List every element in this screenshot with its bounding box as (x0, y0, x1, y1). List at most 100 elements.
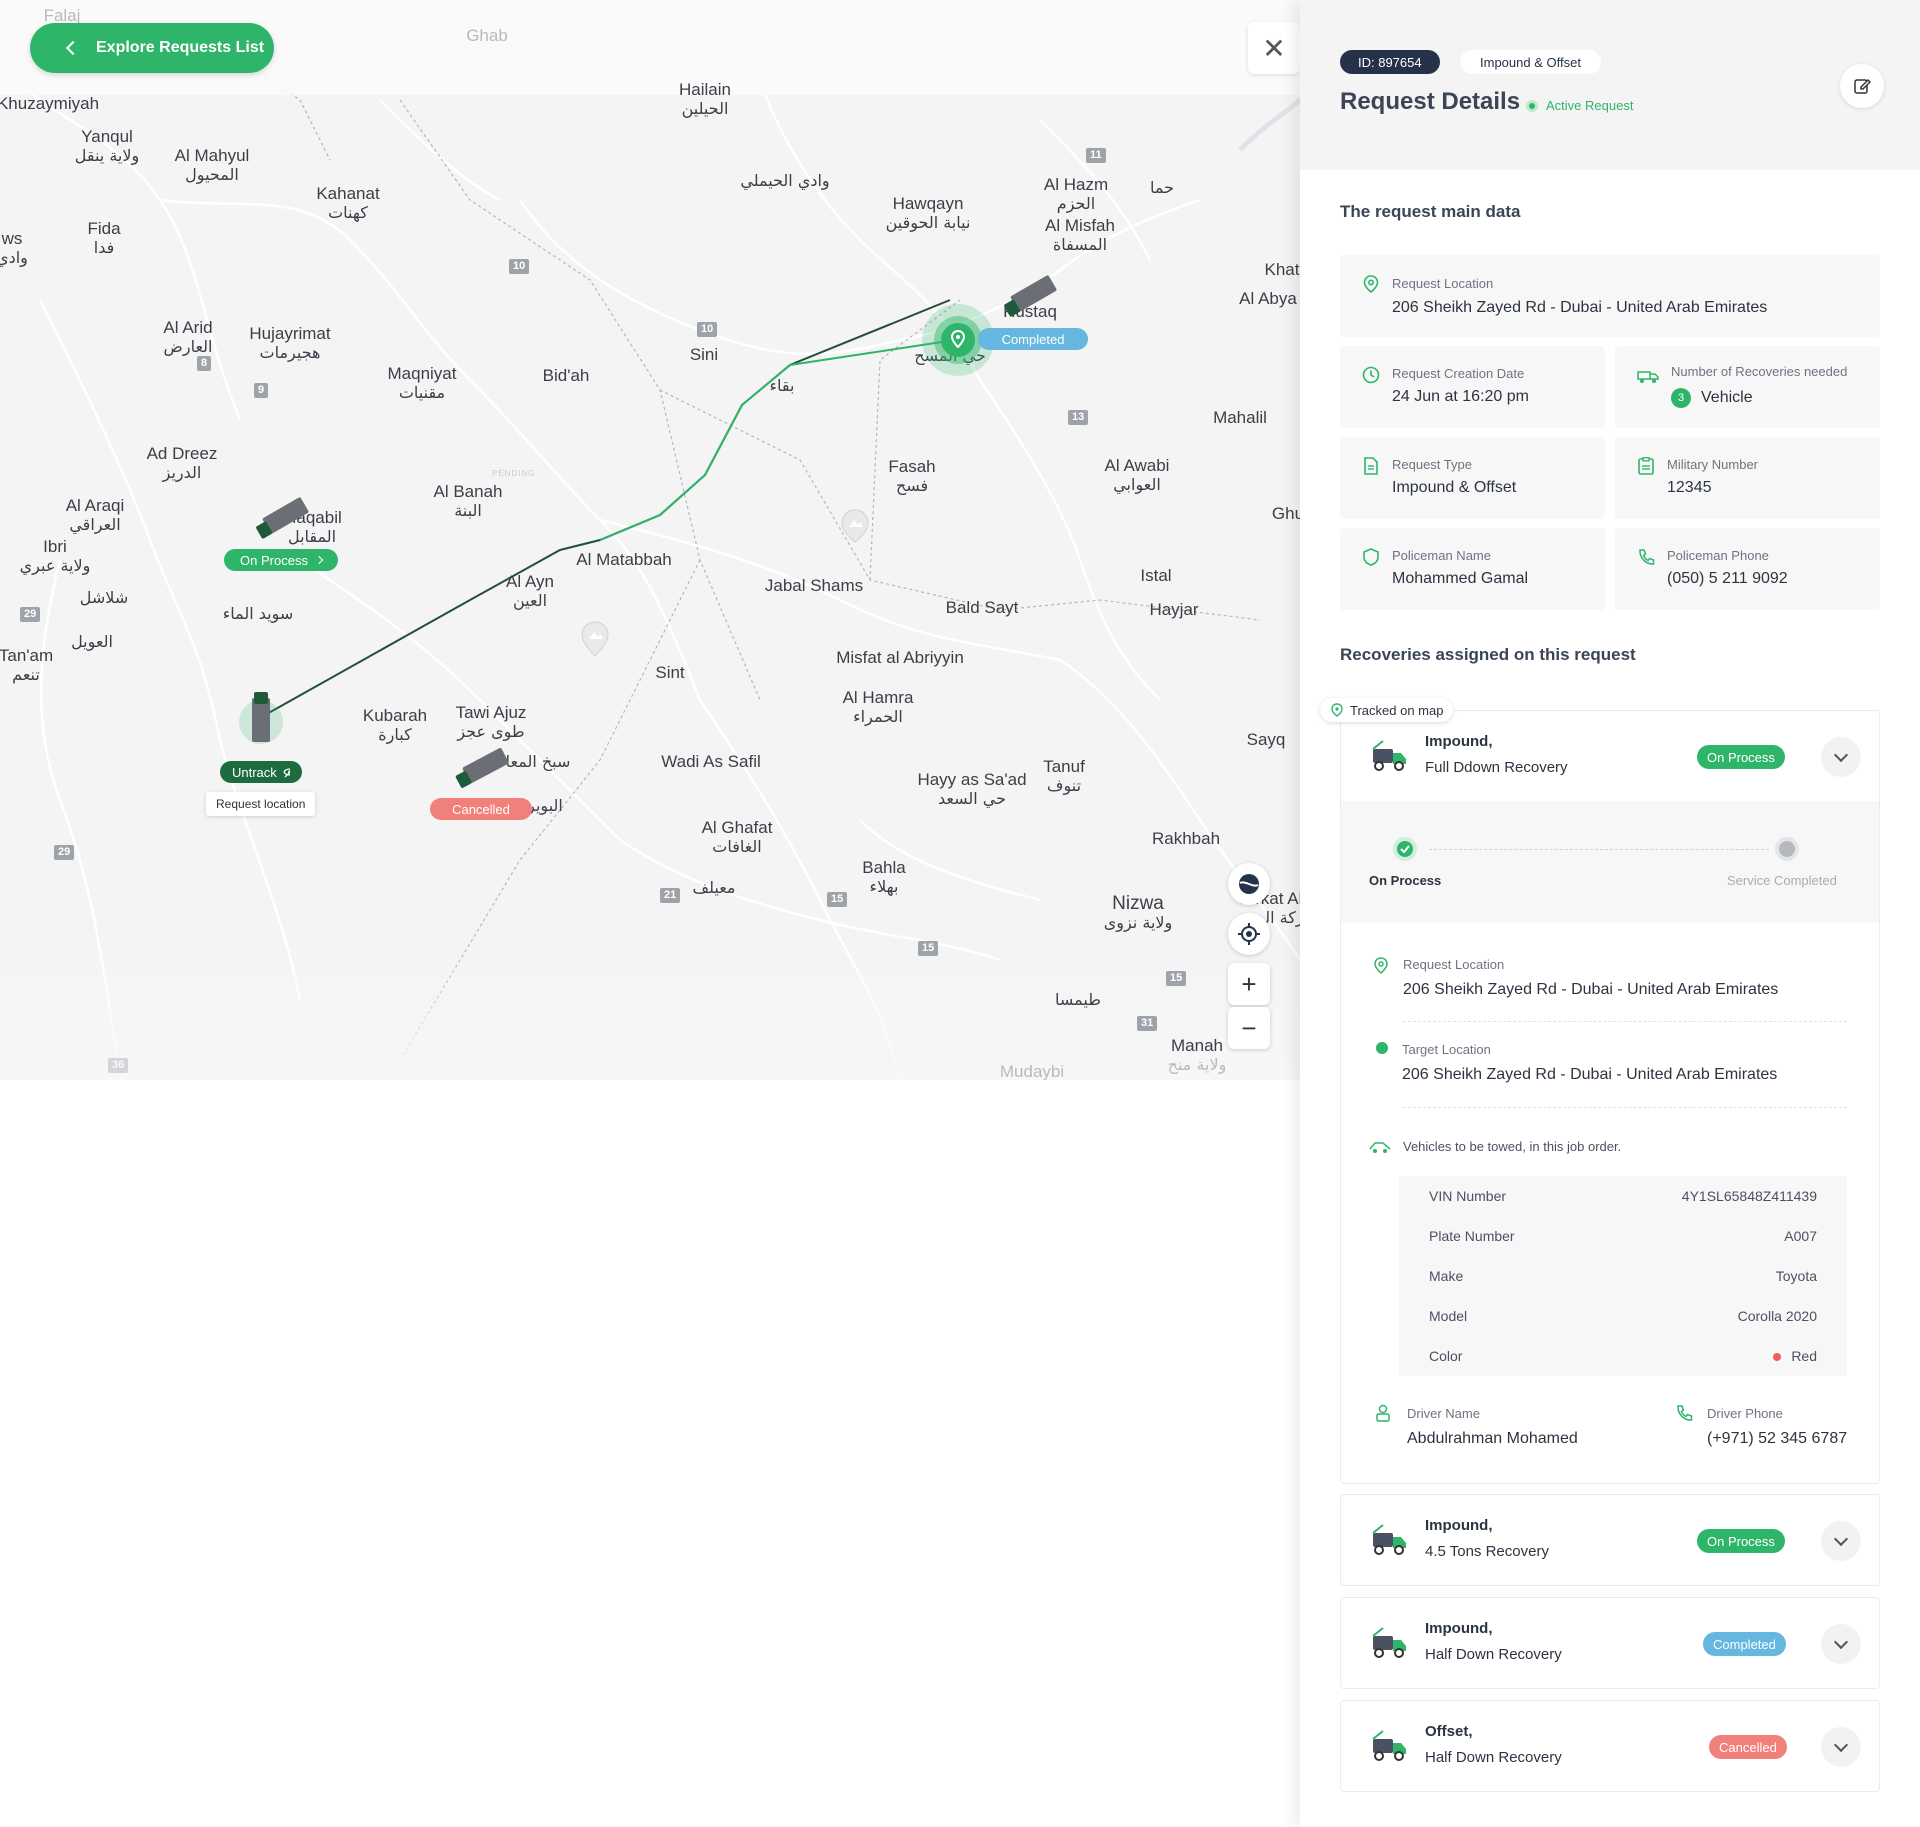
road-shield: 29 (20, 607, 41, 622)
map-place-label: Yanqul ولاية ينقل (74, 127, 140, 165)
tow-truck-icon[interactable] (251, 491, 314, 543)
tow-truck-icon[interactable] (999, 269, 1062, 321)
map-place-label: Al Arid العارض (163, 318, 213, 356)
close-map-button[interactable]: ✕ (1248, 22, 1300, 74)
recovery-type: Offset, (1425, 1723, 1473, 1740)
on-process-marker-tag[interactable]: On Process (224, 549, 338, 571)
map-bottom-overlay (0, 940, 1300, 1080)
my-location-button[interactable] (1228, 913, 1270, 955)
map-place-label: Nizwa ولاية نزوى (1103, 893, 1173, 932)
active-location-pin-icon[interactable] (918, 300, 998, 380)
location-pin-icon (1331, 703, 1343, 717)
table-row: Color Red (1429, 1348, 1817, 1364)
recovery-card: Impound, Full Ddown Recovery On Process … (1340, 710, 1880, 1484)
road-shield: 10 (509, 259, 530, 274)
field-value: 24 Jun at 16:20 pm (1392, 388, 1529, 405)
map-place-label: Al Matabbah (576, 550, 672, 569)
map-place-label: Al Abya (1239, 289, 1297, 308)
field-value: Impound & Offset (1392, 479, 1517, 496)
count-badge: 3 (1671, 388, 1691, 408)
status-badge: On Process (1697, 745, 1785, 769)
cancelled-marker-tag[interactable]: Cancelled (430, 798, 532, 820)
military-number-card: Military Number 12345 (1615, 437, 1880, 519)
request-type-badge: Impound & Offset (1460, 50, 1601, 74)
location-pin-icon[interactable] (580, 620, 610, 660)
field-value[interactable]: (+971) 52 345 6787 (1707, 1430, 1848, 1447)
satellite-toggle-button[interactable] (1228, 863, 1270, 905)
expand-button[interactable] (1821, 1624, 1861, 1664)
map-place-label: Rakhbah (1151, 829, 1221, 848)
recovery-type: Impound, (1425, 1517, 1493, 1534)
map-place-label: Kahanat كهنات (316, 184, 380, 222)
zoom-out-button[interactable]: − (1228, 1007, 1270, 1049)
field-value[interactable]: (050) 5 211 9092 (1667, 570, 1788, 587)
map-place-label: Hawqayn نيابة الحوقين (885, 194, 971, 232)
tracked-on-map-tag: Tracked on map (1320, 698, 1454, 722)
recovery-card[interactable]: Impound, Half Down Recovery Completed (1340, 1597, 1880, 1689)
pending-marker-label: PENDING (492, 469, 536, 478)
map-place-label: Maqniyat مقنيات (387, 364, 457, 402)
field-value: 3 Vehicle (1671, 388, 1753, 408)
expand-button[interactable] (1821, 1727, 1861, 1767)
map-place-label: Bahla بهلاء (862, 858, 906, 896)
map-view[interactable]: Falaj Ghab Hailain الحيلين Khuzaymiyah Ya… (0, 0, 1300, 1080)
phone-icon (1677, 1405, 1693, 1421)
tow-truck-icon (1372, 1627, 1406, 1658)
map-place-label: Fida فدا (87, 219, 121, 257)
edit-button[interactable] (1840, 64, 1884, 108)
location-pin-icon[interactable] (840, 508, 870, 544)
driver-icon (1376, 1404, 1390, 1422)
map-place-label: Ibri ولاية عبري (19, 537, 91, 575)
map-place-label: Al Mahyul المحيول (174, 146, 250, 184)
map-place-label: Al Banah البنة (433, 482, 503, 520)
table-row: Make Toyota (1429, 1268, 1817, 1284)
road-shield: 11 (1086, 148, 1106, 163)
expand-button[interactable] (1821, 1521, 1861, 1561)
field-label: Request Creation Date (1392, 366, 1525, 381)
map-place-label: Ghab (466, 26, 508, 45)
recovery-card[interactable]: Offset, Half Down Recovery Cancelled (1340, 1700, 1880, 1792)
field-label: Request Type (1392, 457, 1472, 472)
request-details-panel: ID: 897654 Impound & Offset Request Deta… (1300, 0, 1920, 1827)
map-place-label: البوير (527, 796, 563, 815)
field-label: Policeman Phone (1667, 548, 1769, 563)
edit-icon (1854, 78, 1871, 94)
chevron-down-icon (1833, 1531, 1849, 1546)
map-place-label: Al Hamra الحمراء (842, 688, 914, 726)
table-row: Plate Number A007 (1429, 1228, 1817, 1244)
explore-requests-button[interactable]: Explore Requests List (30, 23, 274, 73)
shield-icon (1363, 548, 1379, 566)
map-place-label: ws وادي (0, 229, 28, 267)
target-dot-icon (1376, 1042, 1388, 1054)
zoom-in-button[interactable]: + (1228, 963, 1270, 1005)
recovery-type: Impound, (1425, 733, 1493, 750)
map-place-label: Mahalil (1213, 408, 1267, 427)
recovery-card[interactable]: Impound, 4.5 Tons Recovery On Process (1340, 1494, 1880, 1586)
field-label: Driver Name (1407, 1406, 1480, 1421)
recovery-name: Full Ddown Recovery (1425, 759, 1568, 776)
field-value: 206 Sheikh Zayed Rd - Dubai - United Ara… (1402, 1066, 1778, 1083)
collapse-button[interactable] (1821, 737, 1861, 777)
tow-truck-icon[interactable] (451, 742, 514, 792)
map-place-label: وادي الحيملي (740, 171, 830, 190)
phone-icon (1639, 549, 1655, 565)
map-place-label: شلاشل (79, 588, 129, 607)
recoveries-needed-card: Number of Recoveries needed 3 Vehicle (1615, 346, 1880, 428)
map-place-label: Al Misfah المسفاة (1045, 216, 1115, 254)
road-shield: 13 (1068, 410, 1089, 425)
main-data-section-title: The request main data (1340, 202, 1521, 221)
road-shield: 15 (827, 892, 848, 907)
untrack-button[interactable]: Untrack (220, 761, 302, 783)
field-value: Abdulrahman Mohamed (1407, 1430, 1578, 1447)
tracked-tow-truck-icon[interactable] (236, 688, 286, 748)
field-label: Request Location (1392, 276, 1494, 291)
map-place-label: Al Awabi العوابي (1104, 456, 1170, 494)
chevron-down-icon (1833, 747, 1849, 762)
map-place-label: Mudaybi (999, 1062, 1065, 1080)
field-label: Request Location (1403, 957, 1505, 972)
road-shield: 9 (254, 383, 269, 398)
road-shield: 8 (197, 356, 212, 371)
chevron-left-icon (65, 40, 81, 56)
completed-marker-tag[interactable]: Completed (978, 328, 1088, 350)
request-location-card: Request Location 206 Sheikh Zayed Rd - D… (1340, 255, 1880, 337)
